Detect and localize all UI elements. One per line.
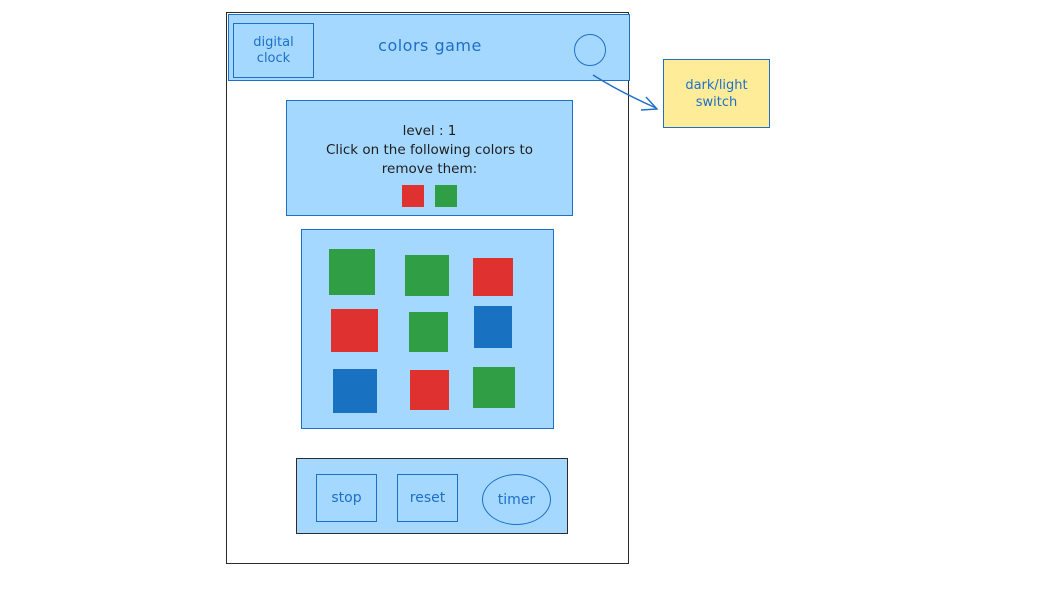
annotation-note: dark/light switch (663, 59, 770, 128)
annotation-line1: dark/light (685, 77, 748, 93)
digital-clock: digital clock (233, 23, 314, 78)
timer-display: timer (482, 474, 551, 525)
target-swatch (402, 185, 424, 207)
header-bar (228, 14, 630, 81)
clock-label-line1: digital (253, 34, 294, 50)
clock-label-line2: clock (256, 50, 291, 66)
page-title: colors game (378, 36, 482, 55)
level-indicator: level : 1 (402, 123, 457, 139)
color-tile[interactable] (410, 370, 449, 410)
color-tile[interactable] (333, 369, 377, 413)
target-colors (287, 185, 572, 207)
color-grid (301, 229, 554, 429)
instruction-line1: Click on the following colors to (325, 142, 534, 158)
color-tile[interactable] (405, 255, 449, 296)
annotation-line2: switch (695, 94, 738, 110)
target-swatch (435, 185, 457, 207)
stop-button[interactable]: stop (316, 474, 377, 522)
color-tile[interactable] (331, 309, 378, 352)
color-tile[interactable] (473, 367, 515, 408)
instruction-line2: remove them: (381, 161, 478, 177)
theme-toggle-button[interactable] (574, 34, 606, 66)
level-panel: level : 1 Click on the following colors … (286, 100, 573, 216)
color-tile[interactable] (329, 249, 375, 295)
color-tile[interactable] (409, 312, 448, 352)
reset-button[interactable]: reset (397, 474, 458, 522)
color-tile[interactable] (473, 258, 513, 296)
controls-bar: stop reset timer (296, 458, 568, 534)
color-tile[interactable] (474, 306, 512, 348)
